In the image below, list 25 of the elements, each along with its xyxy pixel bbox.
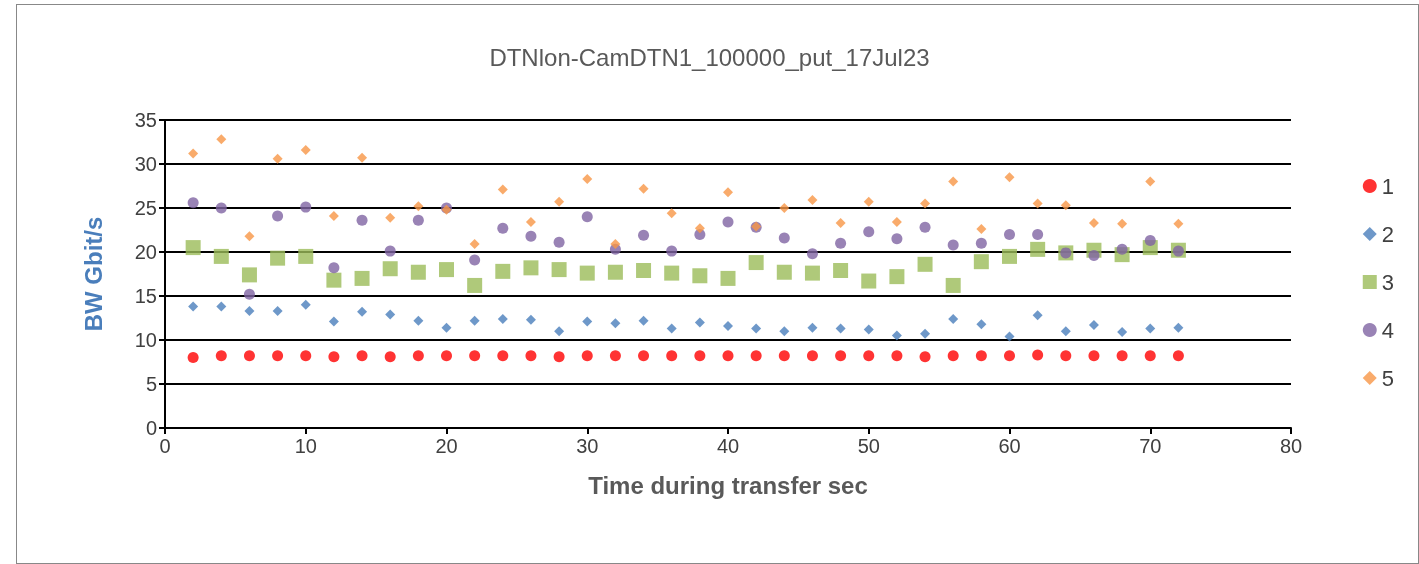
x-tick-label: 10 <box>294 435 317 457</box>
y-tick-label: 5 <box>145 373 157 395</box>
x-tick-label: 70 <box>1139 435 1162 457</box>
legend-label: 3 <box>1381 269 1395 295</box>
y-tick-label: 0 <box>145 417 157 439</box>
x-tick-label: 0 <box>159 435 171 457</box>
x-tick-label: 80 <box>1279 435 1303 457</box>
x-tick-label: 30 <box>576 435 599 457</box>
legend-label: 2 <box>1381 221 1395 247</box>
x-tick-label: 20 <box>435 435 458 457</box>
x-tick-label: 50 <box>857 435 880 457</box>
y-tick-label: 30 <box>134 153 157 175</box>
y-tick-label: 35 <box>134 109 157 131</box>
y-tick-label: 20 <box>134 241 157 263</box>
y-tick-label: 25 <box>134 197 157 219</box>
y-tick-label: 15 <box>134 285 157 307</box>
x-tick-label: 40 <box>716 435 740 457</box>
legend-label: 5 <box>1381 365 1395 391</box>
y-tick-label: 10 <box>134 329 157 351</box>
legend-label: 4 <box>1381 317 1395 343</box>
x-axis-title: Time during transfer sec <box>588 471 868 499</box>
x-tick-label: 60 <box>998 435 1021 457</box>
chart-title: DTNlon-CamDTN1_100000_put_17Jul23 <box>489 43 930 71</box>
y-axis-title: BW Gbit/s <box>79 216 107 332</box>
legend-label: 1 <box>1381 173 1395 199</box>
